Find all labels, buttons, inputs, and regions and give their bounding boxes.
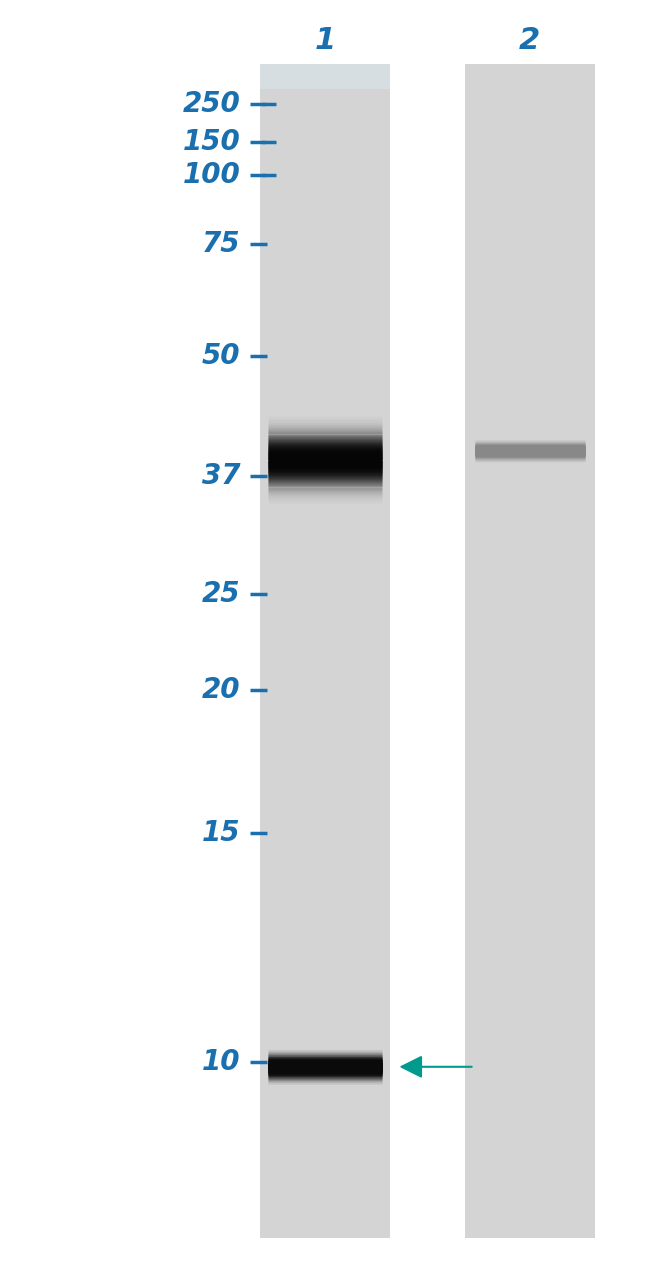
Text: 1: 1 (315, 27, 335, 55)
Text: 15: 15 (202, 819, 240, 847)
Text: 20: 20 (202, 676, 240, 704)
Text: 25: 25 (202, 580, 240, 608)
Text: 250: 250 (183, 90, 240, 118)
Text: 150: 150 (183, 128, 240, 156)
Text: 75: 75 (202, 230, 240, 258)
Text: 100: 100 (183, 161, 240, 189)
Bar (260, 64, 390, 1238)
Text: 2: 2 (519, 27, 540, 55)
Text: 50: 50 (202, 342, 240, 370)
Bar (465, 64, 595, 1238)
Text: 10: 10 (202, 1048, 240, 1076)
Text: 37: 37 (202, 462, 240, 490)
Bar (260, 64, 390, 89)
